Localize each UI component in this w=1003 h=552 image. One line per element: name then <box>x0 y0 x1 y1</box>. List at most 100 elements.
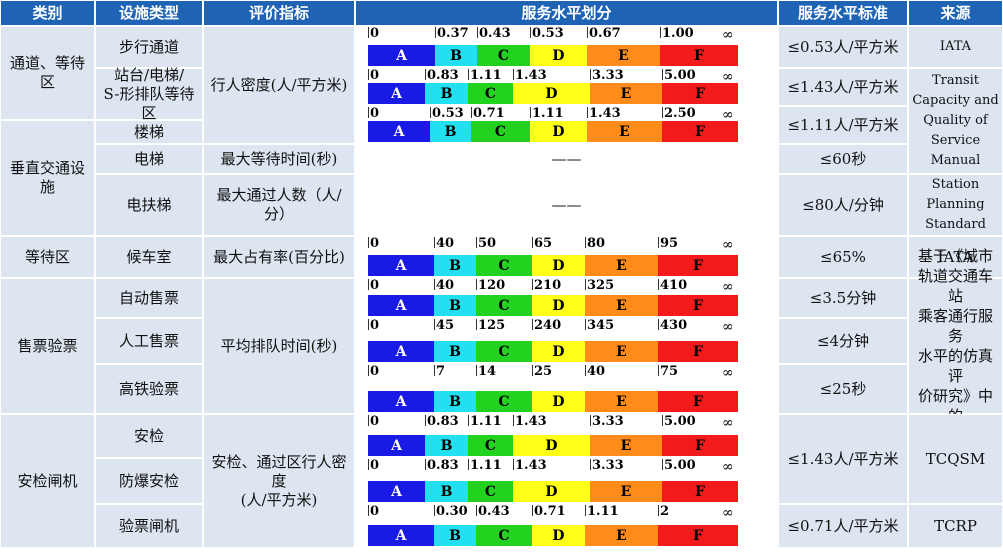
los-threshold-label: 0 <box>370 278 380 293</box>
los-threshold-tick <box>530 107 531 118</box>
los-grade-d: D <box>532 341 585 362</box>
indicator-cell: 行人密度(人/平方米) <box>203 26 355 144</box>
source-cell: TCRP <box>908 504 1003 548</box>
standard-cell: ≤1.11人/平方米 <box>778 106 908 144</box>
los-threshold-tick <box>662 459 663 470</box>
los-grade-b: B <box>425 435 468 456</box>
los-threshold-label: 1.43 <box>515 68 547 83</box>
los-threshold-tick <box>434 505 435 516</box>
los-infinity-label: ∞ <box>722 107 734 123</box>
standard-cell: ≤0.53人/平方米 <box>778 26 908 68</box>
los-threshold-tick <box>368 107 369 118</box>
category-cell: 售票验票 <box>0 278 95 414</box>
los-infinity-label: ∞ <box>722 69 734 85</box>
category-cell: 通道、等待区 <box>0 26 95 120</box>
los-grade-d: D <box>530 121 587 142</box>
los-empty-cell: —— <box>355 174 778 236</box>
indicator-cell: 平均排队时间(秒) <box>203 278 355 414</box>
los-threshold-label: 0.43 <box>479 26 511 41</box>
los-grade-f: F <box>658 341 738 362</box>
indicator-cell: 最大通过人数（人/分） <box>203 174 355 236</box>
los-threshold-label: 1.43 <box>589 106 621 121</box>
los-grade-c: C <box>476 295 532 316</box>
los-threshold-tick <box>476 505 477 516</box>
los-threshold-label: 80 <box>587 236 606 251</box>
los-threshold-tick <box>434 365 435 376</box>
los-threshold-label: 2.50 <box>664 106 696 121</box>
facility-cell: 自动售票 <box>95 278 203 318</box>
los-threshold-tick <box>585 365 586 376</box>
los-threshold-tick <box>658 505 659 516</box>
los-threshold-label: 1.11 <box>470 414 502 429</box>
los-threshold-label: 0 <box>370 318 380 333</box>
los-grade-e: E <box>585 295 658 316</box>
los-grade-c: C <box>468 481 513 502</box>
los-threshold-tick <box>476 319 477 330</box>
los-grade-b: B <box>434 255 476 276</box>
los-threshold-tick <box>368 459 369 470</box>
los-grade-a: A <box>368 121 430 142</box>
los-threshold-tick <box>368 27 369 38</box>
los-threshold-label: 5.00 <box>664 458 696 473</box>
source-cell: Transit Capacity and Quality of Service … <box>908 68 1003 174</box>
los-threshold-label: 325 <box>587 278 615 293</box>
los-threshold-tick <box>434 279 435 290</box>
los-threshold-label: 430 <box>660 318 688 333</box>
header-category: 类别 <box>0 0 95 26</box>
los-grade-f: F <box>658 295 738 316</box>
los-threshold-tick <box>368 365 369 376</box>
los-infinity-label: ∞ <box>722 365 734 381</box>
los-threshold-label: 45 <box>436 318 455 333</box>
los-threshold-label: 7 <box>436 364 446 379</box>
los-grade-e: E <box>585 341 658 362</box>
los-empty-cell: —— <box>355 144 778 174</box>
los-grade-d: D <box>532 255 585 276</box>
los-threshold-label: 410 <box>660 278 688 293</box>
los-threshold-label: 0.67 <box>589 26 621 41</box>
los-threshold-label: 1.11 <box>470 458 502 473</box>
los-threshold-label: 0.83 <box>427 414 459 429</box>
los-threshold-tick <box>425 415 426 426</box>
los-grade-a: A <box>368 391 434 412</box>
los-infinity-label: ∞ <box>722 27 734 43</box>
los-threshold-label: 0.53 <box>532 26 564 41</box>
los-threshold-tick <box>368 279 369 290</box>
facility-cell: 电扶梯 <box>95 174 203 236</box>
standard-cell: ≤1.43人/平方米 <box>778 68 908 106</box>
standard-cell: ≤65% <box>778 236 908 278</box>
los-infinity-label: ∞ <box>722 459 734 475</box>
los-threshold-label: 65 <box>534 236 553 251</box>
los-threshold-tick <box>662 69 663 80</box>
los-grade-f: F <box>658 525 738 546</box>
los-threshold-tick <box>532 365 533 376</box>
los-threshold-label: 210 <box>534 278 562 293</box>
los-threshold-label: 345 <box>587 318 615 333</box>
source-cell: IATA <box>908 26 1003 68</box>
los-threshold-label: 14 <box>478 364 497 379</box>
los-threshold-label: 40 <box>587 364 606 379</box>
los-grade-c: C <box>476 341 532 362</box>
los-threshold-tick <box>513 415 514 426</box>
source-cell: IATA <box>908 236 1003 278</box>
los-threshold-tick <box>476 279 477 290</box>
los-grade-d: D <box>513 435 590 456</box>
los-grade-a: A <box>368 83 425 104</box>
los-threshold-tick <box>660 27 661 38</box>
los-grade-b: B <box>434 525 476 546</box>
facility-cell: 电梯 <box>95 144 203 174</box>
los-grade-e: E <box>585 255 658 276</box>
los-threshold-label: 25 <box>534 364 553 379</box>
los-infinity-label: ∞ <box>722 279 734 295</box>
los-threshold-label: 0.37 <box>437 26 469 41</box>
los-threshold-tick <box>425 69 426 80</box>
category-cell: 等待区 <box>0 236 95 278</box>
los-threshold-tick <box>662 107 663 118</box>
los-threshold-label: 40 <box>436 278 455 293</box>
los-threshold-label: 0 <box>370 26 380 41</box>
indicator-cell: 最大等待时间(秒) <box>203 144 355 174</box>
los-threshold-tick <box>368 505 369 516</box>
facility-cell: 站台/电梯/ S-形排队等待区 <box>95 66 203 122</box>
facility-cell: 人工售票 <box>95 318 203 364</box>
los-grade-b: B <box>434 341 476 362</box>
